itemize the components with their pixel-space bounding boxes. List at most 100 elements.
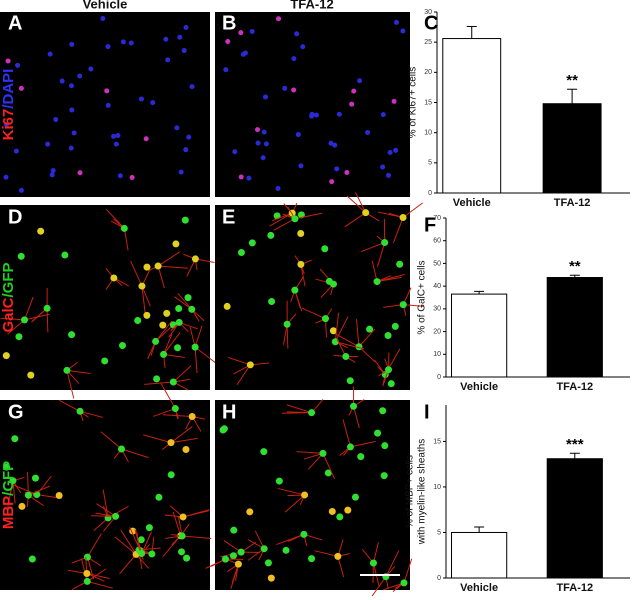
cell	[308, 555, 316, 563]
cell	[399, 213, 407, 221]
x-tick-label: Vehicle	[460, 381, 498, 393]
cell	[83, 553, 91, 561]
cell	[184, 294, 192, 302]
cell	[249, 29, 255, 35]
cell	[362, 209, 370, 217]
process	[301, 307, 326, 320]
cell	[393, 19, 399, 25]
process	[163, 333, 173, 355]
cell	[297, 260, 305, 268]
cell	[183, 554, 191, 562]
cell	[163, 309, 171, 317]
cell	[283, 320, 291, 328]
cell	[50, 168, 56, 174]
process	[334, 316, 349, 342]
process	[300, 264, 306, 287]
process	[308, 453, 324, 470]
process	[87, 580, 113, 589]
process	[269, 212, 293, 227]
cell	[143, 136, 149, 142]
cell	[232, 149, 238, 155]
cell	[165, 57, 171, 63]
row-label-part: /GFP	[0, 461, 17, 496]
process	[163, 353, 185, 359]
cell	[11, 435, 19, 443]
process	[173, 365, 192, 383]
cell	[143, 263, 151, 271]
cell	[240, 51, 246, 57]
cell	[120, 39, 126, 45]
cell	[264, 559, 272, 567]
process	[286, 324, 289, 349]
cell	[400, 579, 408, 587]
process	[358, 346, 376, 363]
cell	[155, 493, 163, 501]
process	[194, 347, 198, 374]
cell	[13, 148, 19, 154]
process	[273, 218, 296, 231]
bar	[451, 293, 508, 378]
process	[371, 576, 387, 597]
cell	[117, 173, 123, 179]
process	[24, 296, 34, 321]
cell	[325, 277, 333, 285]
cell	[68, 145, 74, 151]
process	[334, 312, 340, 342]
cell	[49, 172, 55, 178]
micrograph	[215, 12, 410, 197]
cell	[71, 130, 77, 136]
cell	[393, 147, 399, 153]
panel-letter: G	[8, 401, 24, 423]
cell	[282, 546, 290, 554]
cell	[328, 140, 334, 146]
cell	[112, 512, 120, 520]
cell	[319, 449, 327, 457]
process	[153, 408, 176, 417]
process	[378, 211, 404, 218]
process	[194, 325, 203, 348]
cell	[138, 550, 146, 558]
process	[371, 260, 378, 282]
cell	[175, 304, 183, 312]
cell	[332, 142, 338, 148]
cell	[175, 318, 183, 326]
process	[27, 472, 29, 496]
cell	[120, 224, 128, 232]
cell	[172, 240, 180, 248]
cell	[191, 343, 199, 351]
cell	[391, 98, 397, 104]
process	[141, 531, 152, 554]
cell	[27, 371, 35, 379]
process	[182, 509, 210, 518]
y-tick-label: 10	[433, 351, 441, 358]
cell	[68, 331, 76, 339]
cell	[344, 169, 350, 175]
cell	[234, 560, 242, 568]
cell	[61, 251, 69, 259]
process	[105, 208, 125, 229]
cell	[137, 536, 145, 544]
cell	[148, 550, 156, 558]
x-tick-label: Vehicle	[453, 197, 491, 209]
cell	[246, 361, 254, 369]
cell	[321, 245, 329, 253]
cell	[399, 301, 407, 309]
cell	[387, 380, 395, 388]
cell	[105, 102, 111, 108]
y-axis-label: % of MBP+ cells	[405, 455, 416, 528]
y-tick-label: 0	[437, 575, 441, 582]
cell	[24, 491, 32, 499]
y-tick-label: 40	[433, 283, 441, 290]
cell	[373, 278, 381, 286]
cell	[77, 170, 83, 176]
cell	[380, 472, 388, 480]
process	[157, 251, 181, 267]
cell	[76, 407, 84, 415]
y-tick-label: 20	[433, 328, 441, 335]
cell	[174, 344, 182, 352]
y-axis-label: % of GalC+ cells	[417, 260, 428, 334]
process	[376, 274, 405, 283]
cell	[313, 112, 319, 118]
y-tick-label: 5	[437, 529, 441, 536]
cell	[334, 552, 342, 560]
